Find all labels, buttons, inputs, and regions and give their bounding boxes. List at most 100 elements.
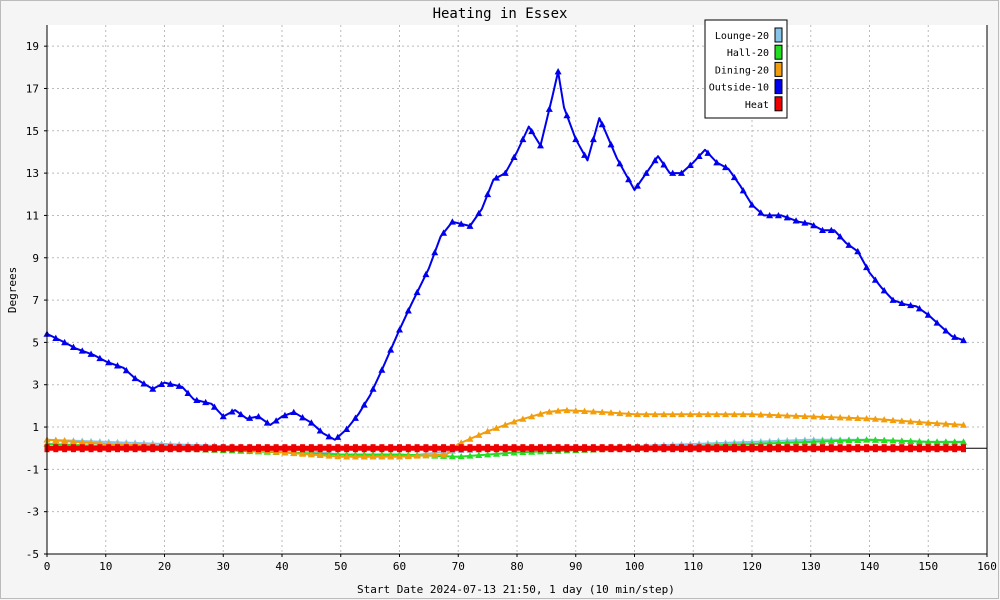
series-point-dining-20 bbox=[52, 436, 60, 444]
series-point-outside-10 bbox=[678, 169, 685, 176]
series-point-heat bbox=[538, 444, 543, 453]
series-point-outside-10 bbox=[96, 354, 104, 362]
series-point-hall-20 bbox=[810, 438, 818, 445]
series-point-heat bbox=[943, 444, 949, 453]
series-point-outside-10 bbox=[651, 156, 659, 164]
legend-label-lounge-20: Lounge-20 bbox=[715, 31, 769, 42]
series-point-outside-10 bbox=[660, 161, 668, 168]
series-point-dining-20 bbox=[545, 408, 553, 415]
series-point-heat bbox=[573, 444, 579, 453]
series-point-outside-10 bbox=[871, 276, 879, 283]
series-point-outside-10 bbox=[316, 427, 324, 434]
series-point-outside-10 bbox=[836, 233, 844, 240]
series-point-dining-20 bbox=[61, 437, 69, 444]
series-point-heat bbox=[493, 444, 499, 453]
series-point-outside-10 bbox=[457, 220, 465, 227]
series-point-outside-10 bbox=[501, 169, 509, 176]
x-tick-label: 110 bbox=[683, 560, 703, 573]
legend-swatch-outside-10 bbox=[774, 79, 783, 95]
series-point-heat bbox=[79, 444, 85, 453]
series-point-heat bbox=[476, 444, 482, 453]
series-point-hall-20 bbox=[951, 438, 959, 445]
series-point-heat bbox=[176, 444, 182, 453]
series-point-outside-10 bbox=[396, 326, 403, 333]
series-point-outside-10 bbox=[140, 380, 148, 387]
y-tick-label: 5 bbox=[32, 336, 39, 349]
series-point-dining-20 bbox=[413, 452, 421, 459]
series-point-outside-10 bbox=[448, 218, 456, 225]
series-point-heat bbox=[758, 444, 764, 453]
series-point-dining-20 bbox=[783, 412, 791, 419]
series-point-dining-20 bbox=[501, 421, 509, 428]
series-point-heat bbox=[229, 444, 235, 453]
y-axis-label: Degrees bbox=[6, 267, 19, 313]
series-point-hall-20 bbox=[510, 449, 518, 456]
series-point-heat bbox=[617, 444, 623, 453]
series-point-hall-20 bbox=[492, 450, 500, 457]
series-point-outside-10 bbox=[69, 343, 77, 350]
series-point-heat bbox=[502, 444, 508, 453]
series-point-outside-10 bbox=[880, 287, 888, 294]
series-point-heat bbox=[740, 444, 746, 453]
series-point-heat bbox=[555, 444, 561, 453]
series-point-outside-10 bbox=[924, 311, 932, 318]
series-point-heat bbox=[899, 444, 905, 453]
series-point-dining-20 bbox=[440, 451, 448, 458]
series-point-outside-10 bbox=[545, 105, 553, 112]
series-point-heat bbox=[881, 444, 887, 453]
series-point-dining-20 bbox=[942, 420, 950, 427]
x-axis-label: Start Date 2024-07-13 21:50, 1 day (10 m… bbox=[357, 583, 675, 596]
y-tick-label: -5 bbox=[26, 548, 39, 561]
series-point-dining-20 bbox=[819, 413, 826, 420]
series-point-heat bbox=[88, 444, 94, 453]
legend-swatch-lounge-20 bbox=[774, 27, 783, 43]
series-point-outside-10 bbox=[299, 414, 307, 421]
series-point-heat bbox=[220, 444, 226, 453]
series-point-dining-20 bbox=[404, 452, 412, 460]
series-point-hall-20 bbox=[827, 437, 835, 444]
x-tick-label: 40 bbox=[275, 560, 288, 573]
series-point-heat bbox=[379, 444, 385, 453]
series-point-outside-10 bbox=[131, 374, 139, 382]
series-point-heat bbox=[546, 444, 552, 453]
series-point-heat bbox=[115, 444, 120, 453]
series-point-dining-20 bbox=[845, 414, 853, 421]
series-point-dining-20 bbox=[510, 418, 518, 425]
y-tick-label: 17 bbox=[26, 82, 39, 95]
series-point-dining-20 bbox=[581, 407, 589, 414]
legend-label-heat: Heat bbox=[745, 100, 769, 111]
series-point-heat bbox=[247, 444, 253, 453]
series-point-outside-10 bbox=[237, 410, 245, 418]
series-point-heat bbox=[449, 444, 455, 453]
series-point-outside-10 bbox=[942, 327, 950, 334]
series-point-heat bbox=[150, 444, 156, 453]
series-point-dining-20 bbox=[387, 453, 395, 460]
series-point-heat bbox=[264, 444, 270, 453]
series-point-dining-20 bbox=[281, 449, 289, 456]
series-point-heat bbox=[467, 444, 473, 453]
series-point-heat bbox=[317, 444, 323, 453]
series-point-heat bbox=[70, 444, 76, 453]
series-point-dining-20 bbox=[537, 410, 544, 417]
series-point-dining-20 bbox=[642, 410, 650, 418]
series-point-outside-10 bbox=[739, 187, 747, 194]
series-point-heat bbox=[705, 444, 711, 453]
series-point-hall-20 bbox=[960, 438, 967, 445]
series-point-dining-20 bbox=[678, 410, 685, 418]
series-point-heat bbox=[529, 444, 535, 453]
series-point-hall-20 bbox=[466, 452, 474, 459]
series-point-hall-20 bbox=[942, 438, 950, 445]
series-point-outside-10 bbox=[52, 334, 60, 341]
y-tick-label: 13 bbox=[26, 167, 39, 180]
series-point-outside-10 bbox=[413, 288, 421, 296]
series-point-outside-10 bbox=[307, 419, 315, 426]
series-point-outside-10 bbox=[572, 135, 580, 143]
series-point-dining-20 bbox=[660, 410, 668, 418]
legend-swatch-heat bbox=[774, 96, 783, 112]
chart-title: Heating in Essex bbox=[433, 6, 568, 22]
y-tick-label: 19 bbox=[26, 40, 39, 53]
series-point-hall-20 bbox=[889, 437, 897, 444]
series-point-outside-10 bbox=[466, 222, 474, 229]
series-point-hall-20 bbox=[871, 436, 879, 443]
